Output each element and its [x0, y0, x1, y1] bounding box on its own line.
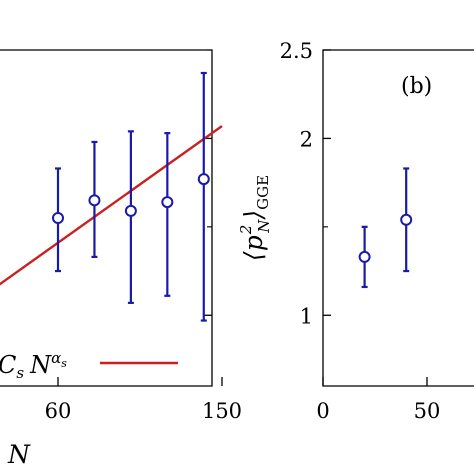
- panel-b-y-tick-label: 2: [300, 127, 313, 151]
- panel-a-x-tick-label: 150: [202, 399, 242, 423]
- point-marker: [197, 173, 210, 186]
- point-marker: [124, 204, 137, 217]
- panel-b-x-tick-label: 50: [414, 399, 441, 423]
- data-point: [358, 225, 371, 289]
- panel-b-points: [358, 167, 413, 289]
- panel-b-y-ticks: 122.5: [280, 39, 331, 328]
- legend-c-sub: s: [16, 364, 24, 382]
- data-point: [161, 132, 174, 297]
- point-marker: [52, 212, 64, 224]
- panel-b-y-tick-label: 2.5: [280, 39, 313, 63]
- panel-a-x-axis-label: N: [7, 440, 31, 469]
- legend: CsNαs: [0, 349, 178, 382]
- panel-a-x-tick-label: 60: [45, 399, 72, 423]
- point-marker: [88, 194, 101, 207]
- svg-text:⟨p2N⟩GGE: ⟨p2N⟩GGE: [237, 175, 273, 261]
- panel-b-x-tick-label: 0: [316, 399, 329, 423]
- legend-c: C: [0, 351, 16, 379]
- legend-exp: α: [51, 349, 61, 367]
- legend-exp-sub: s: [61, 357, 67, 370]
- legend-n: N: [29, 351, 52, 379]
- data-point: [197, 71, 210, 322]
- panel-b-label: (b): [401, 74, 432, 99]
- data-point: [52, 167, 64, 273]
- panel-b: 122.5 0 50 (b) ⟨p2N⟩GGE: [237, 39, 474, 423]
- panel-a-x-ticks: 60 150: [45, 377, 242, 423]
- panel-a-frame: [0, 49, 213, 387]
- point-marker: [358, 250, 371, 263]
- legend-label: CsNαs: [0, 349, 67, 382]
- data-point: [400, 167, 413, 273]
- data-point: [88, 140, 101, 259]
- panel-b-x-ticks: 0 50: [316, 377, 440, 423]
- panel-a-points: [52, 71, 210, 322]
- fit-line: [0, 125, 223, 286]
- point-marker: [161, 196, 174, 209]
- panel-b-y-axis-label: ⟨p2N⟩GGE: [237, 175, 273, 261]
- data-point: [124, 130, 137, 304]
- panel-b-y-tick-label: 1: [300, 304, 313, 328]
- point-marker: [400, 213, 413, 226]
- panel-b-frame: [322, 49, 474, 387]
